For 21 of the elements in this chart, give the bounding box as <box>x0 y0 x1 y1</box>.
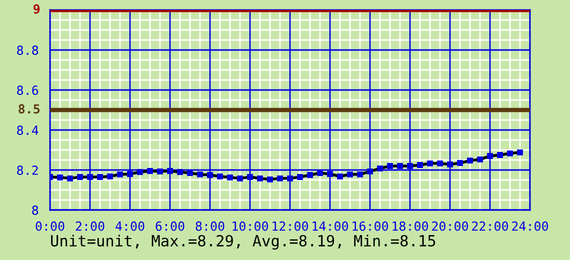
x-tick-label: 14:00 <box>312 221 348 231</box>
ref-line-label: 8.5 <box>18 104 40 114</box>
x-tick-label: 12:00 <box>272 221 308 231</box>
x-tick-label: 0:00 <box>36 221 64 231</box>
y-tick-label: 8.8 <box>17 46 38 55</box>
x-tick-label: 2:00 <box>76 221 104 231</box>
y-tick-label: 8.6 <box>17 86 38 95</box>
y-tick-label: 8.2 <box>17 166 38 175</box>
x-tick-label: 10:00 <box>232 221 268 231</box>
x-tick-label: 24:00 <box>512 221 548 231</box>
y-tick-label: 8 <box>32 206 38 215</box>
x-tick-label: 16:00 <box>352 221 388 231</box>
x-tick-label: 18:00 <box>392 221 428 231</box>
x-tick-label: 6:00 <box>156 221 184 231</box>
ref-line-label: 9 <box>34 4 40 14</box>
y-tick-label: 8.4 <box>17 126 38 135</box>
x-tick-label: 4:00 <box>116 221 144 231</box>
x-tick-label: 20:00 <box>432 221 468 231</box>
x-tick-label: 8:00 <box>196 221 224 231</box>
x-tick-label: 22:00 <box>472 221 508 231</box>
text: Unit=unit, Max.=8.29, Avg.=8.19, Min.=8.15 <box>51 234 436 250</box>
